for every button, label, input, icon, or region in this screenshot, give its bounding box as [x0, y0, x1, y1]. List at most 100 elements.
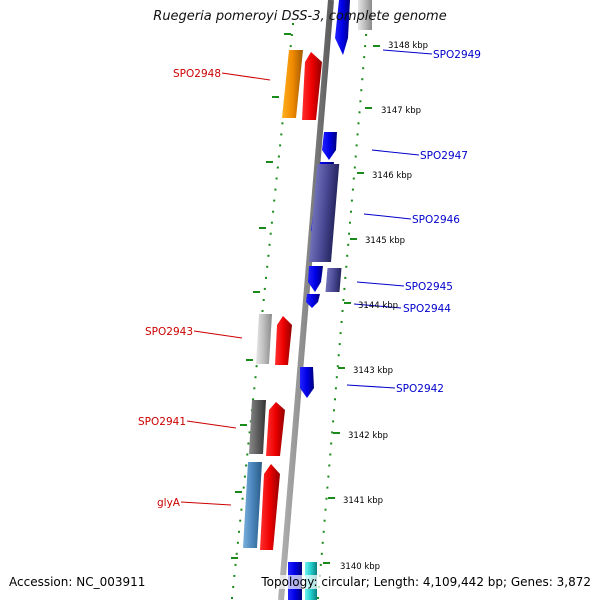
scale-label-3145: 3145 kbp: [365, 236, 405, 246]
ring-dot-left: [270, 221, 273, 224]
ring-dot-right: [340, 321, 343, 323]
gene-top-partial-silver[interactable]: [358, 0, 372, 30]
ring-dot-left: [238, 530, 240, 533]
gene-label-spo2944[interactable]: SPO2944: [403, 303, 451, 315]
gene-label-spo2947[interactable]: SPO2947: [420, 150, 468, 162]
gene-label-spo2943[interactable]: SPO2943: [145, 326, 193, 338]
scale-tick-mark: [328, 497, 335, 499]
gene-spo2944-arrow[interactable]: [306, 294, 320, 308]
scale-tick-mark: [365, 107, 372, 109]
ring-dot-right: [324, 508, 327, 511]
scale-tick-mark: [284, 33, 291, 35]
ring-dot-left: [261, 310, 264, 312]
ring-dot-left: [272, 210, 275, 213]
scale-labels: 3148 kbp 3147 kbp 3146 kbp 3145 kbp 3144…: [340, 41, 428, 572]
gene-label-spo2949[interactable]: SPO2949: [433, 49, 481, 61]
ring-dot-left: [252, 398, 255, 401]
ring-dot-right: [344, 276, 347, 279]
ring-dot-right: [350, 210, 352, 213]
accession-text: Accession: NC_003911: [9, 575, 146, 589]
ring-dot-right: [325, 497, 328, 500]
scale-tick-mark: [246, 359, 253, 361]
ring-dot-left: [263, 287, 266, 290]
ring-dot-right: [351, 188, 354, 191]
ring-dot-right: [347, 243, 350, 246]
ring-dot-left: [234, 563, 237, 566]
gene-spo2948-orange[interactable]: [282, 50, 303, 118]
gene-spo2947-arrow[interactable]: [322, 132, 337, 160]
ring-dot-left: [233, 574, 236, 577]
leader-spo2944: [353, 303, 402, 309]
gene-glya-arrow[interactable]: [260, 464, 280, 550]
ring-dot-left: [289, 45, 292, 48]
ring-dot-right: [346, 254, 349, 257]
ring-dot-left: [276, 166, 279, 169]
leader-glya: [180, 501, 232, 506]
gene-label-spo2942[interactable]: SPO2942: [396, 383, 444, 395]
ring-dot-left: [280, 133, 283, 136]
ring-dot-left: [242, 486, 245, 489]
gene-label-spo2941[interactable]: SPO2941: [138, 416, 186, 428]
gene-glya-steel[interactable]: [243, 462, 262, 548]
ring-dot-left: [262, 299, 265, 301]
gene-spo2945-navy[interactable]: [325, 268, 342, 292]
ring-dot-right: [362, 67, 365, 70]
ring-dot-left: [265, 276, 267, 279]
ring-dot-right: [352, 177, 355, 180]
ring-dot-right: [343, 287, 346, 290]
scale-tick-mark: [266, 161, 273, 163]
gene-label-spo2946[interactable]: SPO2946: [412, 214, 460, 226]
ring-dot-right: [329, 453, 332, 456]
ring-dot-left: [246, 453, 249, 456]
gene-spo2943-arrow[interactable]: [275, 316, 292, 365]
ring-dot-left: [248, 431, 251, 434]
forward-gene-labels: SPO2949 SPO2947 SPO2946 SPO2945 SPO2944 …: [396, 49, 481, 395]
ring-dot-right: [339, 332, 342, 335]
leader-spo2947: [371, 149, 420, 156]
ring-dot-right: [355, 144, 358, 147]
ring-dot-right: [319, 563, 322, 566]
scale-tick-mark: [235, 491, 242, 493]
ring-dot-left: [232, 586, 235, 588]
gene-spo2945-arrow[interactable]: [308, 266, 323, 292]
ring-dot-right: [350, 199, 353, 202]
gene-spo2948-arrow[interactable]: [302, 52, 322, 120]
ring-dot-left: [254, 376, 257, 379]
ring-dot-left: [281, 122, 284, 125]
ring-dot-right: [328, 464, 331, 467]
gene-label-spo2945[interactable]: SPO2945: [405, 281, 453, 293]
ring-dot-left: [269, 232, 272, 235]
ring-dot-right: [337, 354, 340, 357]
gene-spo2942-arrow[interactable]: [300, 367, 314, 398]
ring-dot-left: [268, 243, 271, 246]
gene-spo2943-silver[interactable]: [256, 314, 272, 364]
ring-dot-right: [361, 78, 364, 81]
gene-spo2941-arrow[interactable]: [266, 402, 285, 456]
scale-tick-mark: [350, 238, 357, 240]
scale-tick-mark: [357, 172, 364, 174]
ring-dot-right: [363, 56, 366, 59]
ring-dot-left: [236, 541, 239, 544]
ring-dot-left: [235, 552, 238, 555]
ring-dot-right: [349, 221, 351, 224]
leader-spo2945: [356, 281, 405, 287]
map-title: Ruegeria pomeroyi DSS-3, complete genome: [153, 9, 447, 24]
ring-dot-right: [333, 409, 335, 412]
scale-tick-mark: [344, 302, 351, 304]
scale-label-3148: 3148 kbp: [388, 41, 428, 51]
gene-spo2941-dark[interactable]: [249, 400, 266, 454]
ring-dot-left: [292, 23, 294, 25]
gene-label-glya[interactable]: glyA: [157, 497, 181, 509]
gene-spo2950-arrow[interactable]: [335, 0, 350, 55]
gene-spo2946-navy[interactable]: [308, 164, 340, 262]
ring-dot-right: [336, 365, 339, 368]
ring-dot-right: [353, 166, 356, 169]
ring-dot-right: [356, 133, 359, 136]
ring-dot-right: [341, 310, 344, 312]
ring-dot-left: [279, 144, 282, 147]
scale-tick-mark: [323, 562, 330, 564]
ring-dot-right: [338, 343, 341, 346]
gene-label-spo2948[interactable]: SPO2948: [173, 68, 221, 80]
